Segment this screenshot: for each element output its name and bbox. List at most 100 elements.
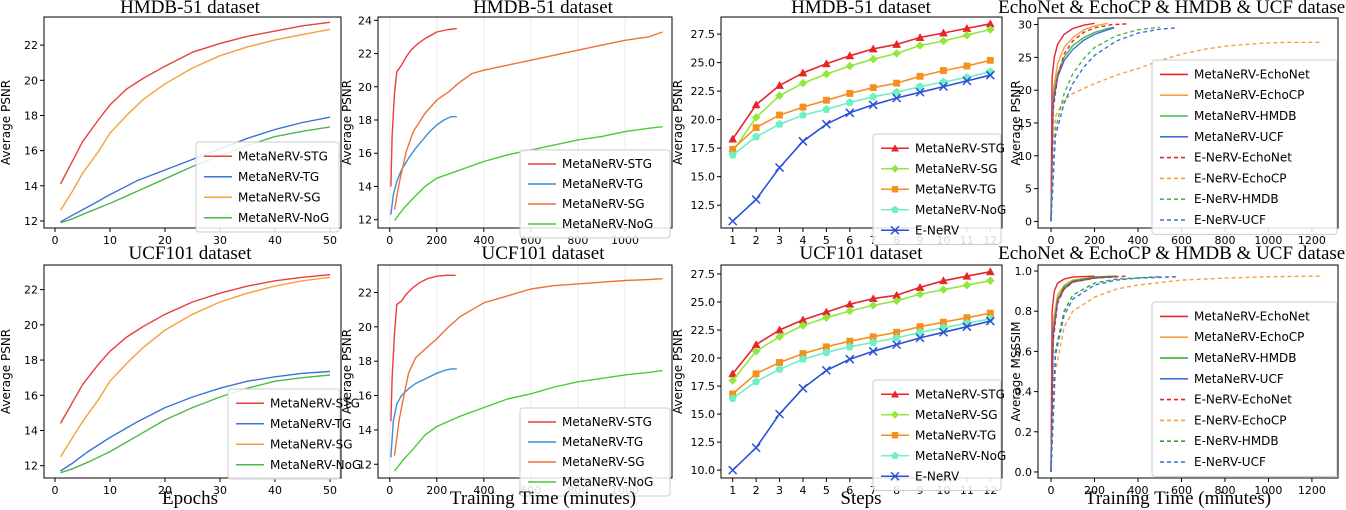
legend-label-e-nerv-echocp: E-NeRV-EchoCP — [1194, 413, 1287, 427]
y-tick-label: 14 — [24, 180, 38, 193]
point-metanerv-tg — [776, 359, 783, 366]
point-metanerv-tg — [986, 56, 994, 64]
point-metanerv-sg — [985, 276, 995, 286]
point-metanerv-tg — [869, 84, 877, 92]
point-e-nerv — [868, 346, 878, 356]
legend-label-metanerv-tg: MetaNeRV-TG — [238, 170, 319, 184]
legend-label-metanerv-sg: MetaNeRV-SG — [562, 455, 645, 469]
legend-label-metanerv-nog: MetaNeRV-NoG — [270, 458, 361, 472]
x-tick-label: 3 — [776, 484, 783, 497]
point-metanerv-tg — [822, 96, 830, 104]
y-tick-label: 27.5 — [691, 268, 716, 281]
point-e-nerv — [892, 340, 902, 350]
x-tick-label: 10 — [103, 484, 117, 497]
x-tick-label: 0 — [1048, 234, 1055, 247]
y-axis-label: Average PSNR — [671, 329, 685, 414]
legend-label-e-nerv-hmdb: E-NeRV-HMDB — [1194, 434, 1279, 448]
y-tick-label: 20 — [24, 319, 38, 332]
point-metanerv-stg — [892, 39, 902, 48]
y-tick-label: 0.6 — [1015, 345, 1033, 358]
legend-label-e-nerv: E-NeRV — [915, 469, 960, 483]
x-tick-label: 6 — [846, 484, 853, 497]
chart-title: UCF101 dataset — [129, 243, 253, 264]
x-tick-label: 5 — [823, 234, 830, 247]
y-tick-label: 20.0 — [691, 114, 716, 127]
y-tick-label: 22 — [358, 48, 372, 61]
y-tick-label: 27.5 — [691, 28, 716, 41]
legend-box — [519, 149, 671, 239]
point-metanerv-nog — [822, 348, 831, 356]
legend-label-metanerv-nog: MetaNeRV-NoG — [915, 203, 1006, 217]
y-axis-label: Average PSNR — [0, 80, 13, 165]
series-line-e-nerv — [732, 320, 991, 471]
legend-marker — [890, 225, 900, 235]
point-e-nerv — [821, 119, 831, 129]
legend-label-metanerv-sg: MetaNeRV-SG — [238, 190, 321, 204]
series-line-metanerv-hmdb — [1050, 275, 1117, 473]
point-e-nerv — [798, 136, 808, 146]
series-line-metanerv-hmdb — [1050, 26, 1115, 222]
series-line-metanerv-stg — [732, 23, 991, 140]
series-line-e-nerv-ucf — [1050, 27, 1178, 222]
point-metanerv-nog — [939, 77, 948, 86]
legend: MetaNeRV-EchoNet MetaNeRV-EchoCP MetaNeRV-… — [1151, 59, 1338, 235]
legend-label-metanerv-tg: MetaNeRV-TG — [270, 417, 351, 431]
y-tick-label: 24 — [358, 14, 372, 27]
legend-label-e-nerv-echonet: E-NeRV-EchoNet — [1194, 151, 1292, 165]
x-tick-label: 0 — [386, 484, 393, 497]
point-metanerv-sg — [892, 296, 901, 306]
point-metanerv-nog — [845, 98, 854, 107]
point-metanerv-nog — [775, 364, 784, 373]
point-metanerv-sg — [751, 113, 761, 122]
y-tick-label: 12.5 — [691, 199, 716, 212]
legend-label-metanerv-tg: MetaNeRV-TG — [562, 435, 643, 449]
plot-frame — [720, 16, 1003, 229]
legend-box — [1151, 59, 1338, 235]
point-metanerv-tg — [940, 67, 947, 75]
plot-frame — [720, 264, 1003, 479]
y-tick-label: 15 — [1018, 117, 1032, 130]
point-metanerv-tg — [846, 337, 854, 345]
y-tick-label: 10.0 — [691, 464, 716, 477]
y-tick-label: 16 — [358, 147, 372, 160]
y-axis-label: Average PSNR — [0, 329, 13, 414]
series-line-e-nerv-hmdb — [1050, 26, 1160, 222]
legend-label-metanerv-ucf: MetaNeRV-UCF — [1194, 130, 1284, 144]
point-metanerv-sg — [822, 69, 831, 79]
x-tick-label: 2 — [753, 484, 760, 497]
point-metanerv-tg — [963, 62, 971, 70]
point-metanerv-stg — [939, 276, 948, 285]
y-tick-label: 0.4 — [1015, 386, 1033, 399]
legend-marker — [891, 451, 899, 459]
legend-label-metanerv-nog: MetaNeRV-NoG — [562, 217, 653, 231]
legend-label-metanerv-echonet: MetaNeRV-EchoNet — [1194, 67, 1310, 81]
x-tick-label: 1000 — [1254, 234, 1282, 247]
point-metanerv-sg — [751, 346, 761, 356]
series-line-e-nerv-echocp — [1050, 275, 1323, 473]
point-metanerv-stg — [798, 68, 808, 77]
point-e-nerv — [751, 443, 761, 453]
point-metanerv-tg — [776, 111, 783, 119]
legend-label-metanerv-sg: MetaNeRV-SG — [915, 408, 998, 422]
y-tick-label: 0.2 — [1015, 426, 1033, 439]
y-tick-label: 20 — [1018, 84, 1032, 97]
point-metanerv-stg — [821, 59, 831, 68]
chart-panel-5: UCF101 dataset 0 10 20 30 40 50 12 14 16 18 20 22 Ave… — [0, 243, 361, 497]
y-tick-label: 14 — [24, 424, 38, 437]
point-metanerv-sg — [962, 30, 972, 40]
point-e-nerv — [915, 87, 925, 97]
y-tick-label: 25 — [1018, 51, 1032, 64]
point-e-nerv — [892, 93, 902, 103]
point-metanerv-stg — [962, 271, 972, 280]
point-metanerv-sg — [985, 25, 995, 34]
point-metanerv-nog — [869, 92, 878, 101]
x-tick-label: 1200 — [1298, 484, 1326, 497]
point-metanerv-sg — [728, 376, 738, 385]
legend: MetaNeRV-STG MetaNeRV-TG MetaNeRV-SG MetaNe… — [519, 149, 671, 239]
legend-label-metanerv-hmdb: MetaNeRV-HMDB — [1194, 351, 1297, 365]
point-metanerv-sg — [939, 285, 948, 295]
x-tick-label: 800 — [1214, 234, 1235, 247]
series-line-metanerv-stg — [390, 27, 457, 187]
point-metanerv-nog — [892, 333, 901, 342]
y-tick-label: 22 — [358, 286, 372, 299]
